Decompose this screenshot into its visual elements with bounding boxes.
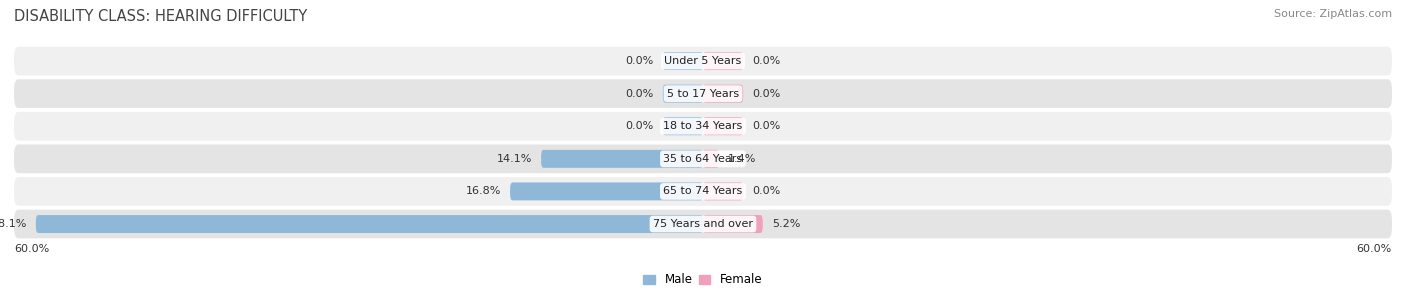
FancyBboxPatch shape bbox=[662, 85, 703, 102]
Text: 0.0%: 0.0% bbox=[752, 56, 780, 66]
Text: 14.1%: 14.1% bbox=[496, 154, 531, 164]
FancyBboxPatch shape bbox=[703, 117, 744, 135]
Text: 18 to 34 Years: 18 to 34 Years bbox=[664, 121, 742, 131]
FancyBboxPatch shape bbox=[703, 52, 744, 70]
Text: 60.0%: 60.0% bbox=[14, 244, 49, 254]
FancyBboxPatch shape bbox=[37, 215, 703, 233]
Text: 60.0%: 60.0% bbox=[1357, 244, 1392, 254]
Text: 0.0%: 0.0% bbox=[626, 89, 654, 99]
FancyBboxPatch shape bbox=[703, 182, 744, 200]
Text: 5 to 17 Years: 5 to 17 Years bbox=[666, 89, 740, 99]
FancyBboxPatch shape bbox=[662, 117, 703, 135]
FancyBboxPatch shape bbox=[703, 150, 718, 168]
FancyBboxPatch shape bbox=[14, 79, 1392, 108]
Text: 58.1%: 58.1% bbox=[0, 219, 27, 229]
Text: Source: ZipAtlas.com: Source: ZipAtlas.com bbox=[1274, 9, 1392, 19]
Text: 0.0%: 0.0% bbox=[752, 121, 780, 131]
Text: 0.0%: 0.0% bbox=[626, 56, 654, 66]
Text: 0.0%: 0.0% bbox=[752, 186, 780, 196]
Text: 65 to 74 Years: 65 to 74 Years bbox=[664, 186, 742, 196]
FancyBboxPatch shape bbox=[14, 210, 1392, 239]
FancyBboxPatch shape bbox=[662, 52, 703, 70]
Text: 5.2%: 5.2% bbox=[772, 219, 800, 229]
Legend: Male, Female: Male, Female bbox=[638, 269, 768, 291]
FancyBboxPatch shape bbox=[14, 145, 1392, 173]
FancyBboxPatch shape bbox=[703, 215, 762, 233]
Text: 0.0%: 0.0% bbox=[626, 121, 654, 131]
Text: 0.0%: 0.0% bbox=[752, 89, 780, 99]
FancyBboxPatch shape bbox=[703, 85, 744, 102]
FancyBboxPatch shape bbox=[14, 47, 1392, 75]
FancyBboxPatch shape bbox=[510, 182, 703, 200]
Text: 1.4%: 1.4% bbox=[728, 154, 756, 164]
FancyBboxPatch shape bbox=[541, 150, 703, 168]
Text: 16.8%: 16.8% bbox=[465, 186, 501, 196]
Text: DISABILITY CLASS: HEARING DIFFICULTY: DISABILITY CLASS: HEARING DIFFICULTY bbox=[14, 9, 308, 24]
Text: 75 Years and over: 75 Years and over bbox=[652, 219, 754, 229]
FancyBboxPatch shape bbox=[14, 177, 1392, 206]
Text: Under 5 Years: Under 5 Years bbox=[665, 56, 741, 66]
FancyBboxPatch shape bbox=[14, 112, 1392, 141]
Text: 35 to 64 Years: 35 to 64 Years bbox=[664, 154, 742, 164]
